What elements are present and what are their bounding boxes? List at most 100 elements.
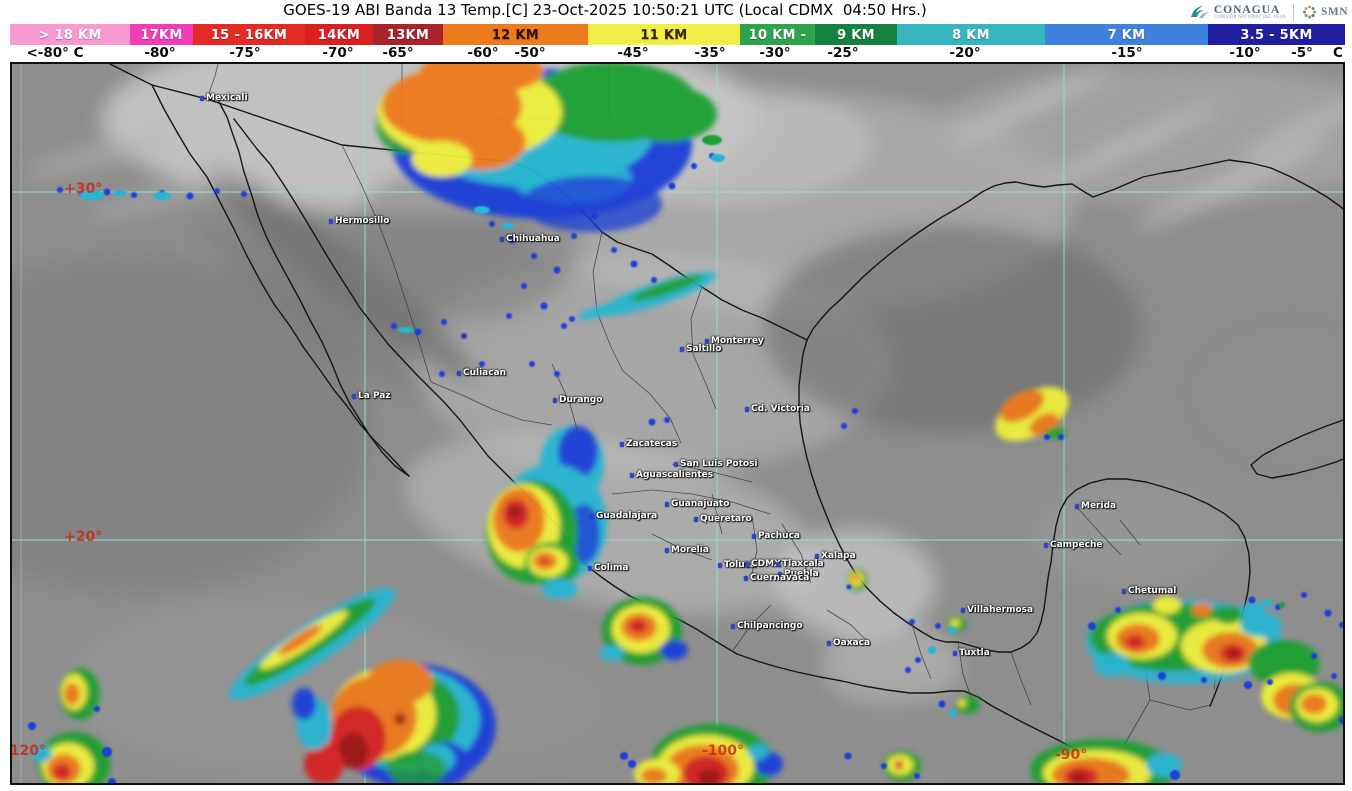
logo-divider [1292,3,1294,21]
temp-tick: -10° [1229,45,1261,61]
city-label: Tuxtla [953,649,990,658]
city-label: Culiacan [457,369,506,378]
temp-tick: -35° [694,45,726,61]
scale-segment: 11 KM [588,24,740,46]
scale-segment-label: > 18 KM [38,27,102,43]
smn-swirl-icon [1303,5,1317,19]
city-label: Morelia [665,546,709,555]
temp-tick: -75° [229,45,261,61]
temp-tick: -30° [759,45,791,61]
conagua-logo: CONAGUA COMISIÓN NACIONAL DEL AGUA [1189,4,1286,20]
temp-tick: -50° [514,45,546,61]
city-label: Oaxaca [827,639,870,648]
city-name: Monterrey [711,336,764,346]
satellite-map: +30° +20° -120° -110° -100° -90° [10,62,1345,785]
city-name: Cuernavaca [750,573,810,583]
city-label: Chetumal [1122,587,1176,596]
scale-segment: > 18 KM [10,24,130,46]
city-name: Pachuca [758,531,800,541]
scale-segment: 3.5 - 5KM [1208,24,1345,46]
scale-segment-label: 7 KM [1107,27,1146,43]
city-label: Mexicali [200,94,248,103]
city-label: Chilpancingo [731,622,803,631]
agency-logos: CONAGUA COMISIÓN NACIONAL DEL AGUA SMN [1189,1,1348,23]
scale-segment-label: 11 KM [640,27,688,43]
product-title: GOES-19 ABI Banda 13 Temp.[C] 23-Oct-202… [283,1,927,19]
temp-tick: C [1333,45,1343,61]
conagua-tagline: COMISIÓN NACIONAL DEL AGUA [1213,14,1286,19]
city-name: Guanajuato [671,499,730,509]
scale-segment: 13KM [373,24,443,46]
city-name: Xalapa [821,551,856,561]
city-name: Chilpancingo [737,621,803,631]
city-name: Queretaro [700,514,752,524]
city-label: Durango [553,396,602,405]
smn-logo: SMN [1301,4,1348,20]
city-name: Campeche [1050,540,1103,550]
city-name: Villahermosa [967,605,1034,615]
city-name: Tuxtla [959,648,990,658]
city-label: Campeche [1044,541,1102,550]
city-label: Hermosillo [329,217,389,226]
storm-specks [28,135,1343,783]
temp-tick: -60° [467,45,499,61]
city-name: Oaxaca [833,638,871,648]
temp-tick: -25° [827,45,859,61]
temp-tick: -65° [382,45,414,61]
conagua-wave-icon [1190,6,1209,18]
city-name: Merida [1081,501,1117,511]
city-label: Guanajuato [665,500,729,509]
city-name: Toluca [724,560,757,570]
grid-coordinate-label: -90° [1055,747,1088,763]
scale-segment-label: 14KM [317,27,361,43]
city-label: Chihuahua [500,235,560,244]
city-label: Merida [1075,502,1116,511]
temp-tick: -70° [322,45,354,61]
city-label: Villahermosa [961,606,1033,615]
temp-tick: <-80° C [26,45,84,61]
city-name: Aguascalientes [636,470,714,480]
city-name: San Luis Potosi [680,459,758,469]
scale-segment-label: 8 KM [952,27,990,43]
grid-coordinate-label: +20° [64,529,103,545]
grid-coordinate-label: -100° [702,743,745,759]
city-label: Tlaxcala [776,560,824,569]
scale-segment-label: 12 KM [491,27,540,43]
city-name: Culiacan [463,368,507,378]
storm-layer [28,64,1343,783]
temp-tick: -45° [617,45,649,61]
city-label: Toluca [718,561,756,570]
temp-tick: -15° [1111,45,1143,61]
city-label: Zacatecas [620,440,677,449]
city-label: Cd. Victoria [745,405,810,414]
city-name: Saltillo [686,344,722,354]
city-label: Cuernavaca [744,574,809,583]
city-name: CDMX [751,559,781,569]
scale-segment-label: 15 - 16KM [210,27,288,43]
temperature-scale-row: <-80° C -80° -75° -70° -65° -60° -50° -4… [0,45,1352,62]
city-name: Tlaxcala [782,559,824,569]
scale-segment: 15 - 16KM [193,24,305,46]
scale-segment: 12 KM [443,24,588,46]
city-name: Chetumal [1128,586,1177,596]
graticule-grid [12,64,1343,783]
cloud-top-height-scale: > 18 KM 17KM 15 - 16KM 14KM 13KM 12 KM 1… [10,24,1345,46]
header-bar: GOES-19 ABI Banda 13 Temp.[C] 23-Oct-202… [0,0,1352,24]
scale-segment-label: 13KM [386,27,430,43]
scale-segment: 17KM [130,24,193,46]
city-name: Durango [559,395,603,405]
city-name: Cd. Victoria [751,404,810,414]
city-name: Morelia [671,545,709,555]
city-label: Saltillo [680,345,721,354]
grid-coordinate-label: -120° [10,743,47,759]
scale-segment: 10 KM - [740,24,815,46]
scale-segment: 7 KM [1045,24,1208,46]
city-label: La Paz [352,392,391,401]
city-label: Guadalajara [590,512,657,521]
scale-segment-label: 17KM [140,27,183,43]
city-label: Colima [588,564,628,573]
scale-segment-label: 3.5 - 5KM [1240,27,1313,43]
scale-segment: 14KM [305,24,373,46]
city-name: Guadalajara [596,511,658,521]
city-label: Aguascalientes [630,471,713,480]
